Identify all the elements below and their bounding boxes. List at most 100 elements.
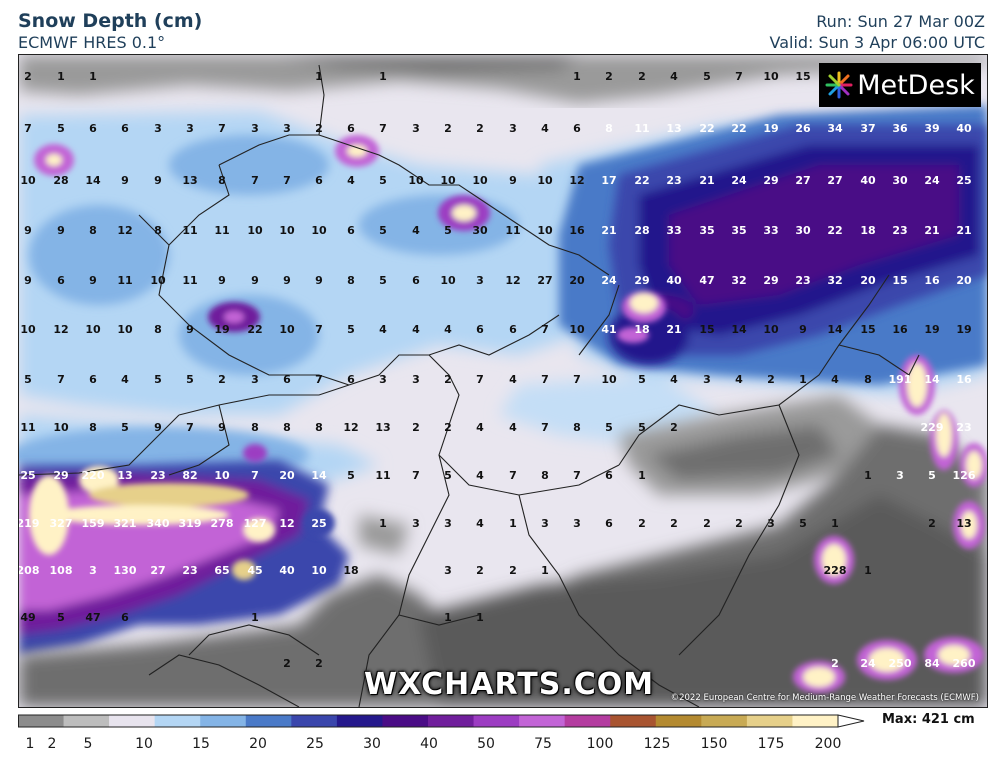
snow-depth-value: 9 [218, 274, 226, 287]
snow-depth-value: 9 [218, 421, 226, 434]
snow-depth-value: 5 [347, 323, 355, 336]
snow-depth-value: 24 [601, 274, 617, 287]
snow-depth-value: 7 [541, 323, 549, 336]
snow-depth-value: 6 [476, 323, 484, 336]
snow-depth-value: 11 [214, 224, 229, 237]
snow-depth-value: 9 [283, 274, 291, 287]
snow-depth-value: 47 [699, 274, 714, 287]
snow-depth-value: 108 [50, 564, 73, 577]
snow-depth-value: 2 [218, 373, 226, 386]
snow-depth-value: 34 [827, 122, 843, 135]
snow-depth-value: 40 [860, 174, 876, 187]
snow-depth-value: 10 [472, 174, 488, 187]
snow-depth-value: 27 [827, 174, 842, 187]
snow-depth-value: 15 [860, 323, 875, 336]
snow-depth-value: 22 [827, 224, 842, 237]
snow-depth-value: 28 [634, 224, 649, 237]
legend-color-bar [18, 714, 865, 728]
snow-depth-value: 21 [699, 174, 714, 187]
map-canvas: 2 1 1 1 1 1 2 2 4 5 7 10 157 5 6 6 3 3 7 3 3 2 6 7 3 2 2 3 4 6 8 11 13 22… [19, 55, 987, 707]
snow-depth-value: 1 [573, 70, 581, 83]
snow-depth-value: 5 [605, 421, 613, 434]
snow-depth-value: 17 [601, 174, 616, 187]
snow-depth-value: 4 [476, 469, 484, 482]
snow-depth-value: 24 [731, 174, 747, 187]
snow-depth-value: 6 [605, 517, 613, 530]
legend-swatch [428, 715, 475, 727]
snow-depth-value: 7 [509, 469, 517, 482]
snow-depth-value: 1 [831, 517, 839, 530]
snow-depth-value: 3 [412, 517, 420, 530]
legend-swatch [63, 715, 110, 727]
model-subtitle: ECMWF HRES 0.1° [18, 33, 166, 52]
snow-depth-value: 8 [251, 421, 259, 434]
snow-depth-value: 6 [315, 174, 323, 187]
snow-depth-value: 1 [379, 517, 387, 530]
snow-depth-value: 327 [50, 517, 73, 530]
snow-depth-value: 10 [440, 274, 456, 287]
snow-depth-value: 40 [279, 564, 295, 577]
snow-depth-value: 24 [924, 174, 940, 187]
snow-depth-value: 14 [827, 323, 843, 336]
country-borders [19, 64, 920, 707]
legend-label: 125 [643, 736, 671, 752]
snow-depth-value: 4 [412, 224, 420, 237]
snow-depth-value: 1 [864, 564, 872, 577]
snow-depth-value: 9 [186, 323, 194, 336]
snow-depth-value: 15 [892, 274, 907, 287]
snow-depth-value: 26 [795, 122, 811, 135]
snow-depth-value: 5 [379, 274, 387, 287]
snow-depth-value: 10 [150, 274, 166, 287]
snow-depth-value: 10 [537, 224, 553, 237]
snow-depth-value: 9 [57, 224, 65, 237]
snow-depth-value: 33 [666, 224, 681, 237]
snow-depth-value: 14 [924, 373, 940, 386]
snow-depth-value: 19 [763, 122, 778, 135]
snow-depth-value: 4 [670, 373, 678, 386]
snow-depth-value: 6 [89, 122, 97, 135]
snow-depth-value: 20 [279, 469, 295, 482]
snow-depth-value: 12 [343, 421, 358, 434]
snow-depth-value: 208 [19, 564, 39, 577]
snow-depth-value: 4 [444, 323, 452, 336]
legend-swatch [746, 715, 793, 727]
snow-depth-value: 9 [154, 421, 162, 434]
snow-depth-value: 3 [476, 274, 484, 287]
snow-depth-value: 12 [117, 224, 132, 237]
snow-depth-value: 1 [444, 611, 452, 624]
snow-depth-value: 12 [569, 174, 584, 187]
snow-depth-value: 10 [537, 174, 553, 187]
snow-depth-value: 2 [767, 373, 775, 386]
snow-depth-value: 11 [117, 274, 132, 287]
snow-depth-value: 10 [85, 323, 101, 336]
snow-depth-value: 2 [24, 70, 32, 83]
snow-depth-value: 2 [444, 421, 452, 434]
snow-depth-value: 12 [505, 274, 520, 287]
snow-depth-value: 2 [444, 373, 452, 386]
snow-depth-value: 20 [569, 274, 585, 287]
snow-depth-value: 22 [731, 122, 746, 135]
snow-depth-value: 1 [89, 70, 97, 83]
snow-depth-value: 5 [24, 373, 32, 386]
snow-depth-value: 20 [860, 274, 876, 287]
snow-depth-value: 18 [634, 323, 649, 336]
snow-depth-value: 4 [831, 373, 839, 386]
snow-depth-value: 2 [315, 657, 323, 670]
legend-swatch [473, 715, 520, 727]
legend-label: 75 [534, 736, 552, 752]
metdesk-burst-icon [825, 71, 853, 99]
legend-label: 2 [47, 736, 57, 752]
snow-depth-value: 23 [795, 274, 810, 287]
snow-depth-value: 6 [283, 373, 291, 386]
snow-depth-value: 9 [24, 224, 32, 237]
snow-depth-value: 10 [763, 70, 779, 83]
snow-depth-value: 127 [244, 517, 267, 530]
snow-depth-value: 3 [379, 373, 387, 386]
snow-depth-value: 29 [763, 174, 778, 187]
snow-depth-value: 2 [476, 564, 484, 577]
snow-depth-value: 5 [638, 421, 646, 434]
snow-depth-value: 2 [283, 657, 291, 670]
snow-hotspots [29, 135, 987, 693]
snow-depth-value: 7 [735, 70, 743, 83]
snow-depth-value: 6 [605, 469, 613, 482]
